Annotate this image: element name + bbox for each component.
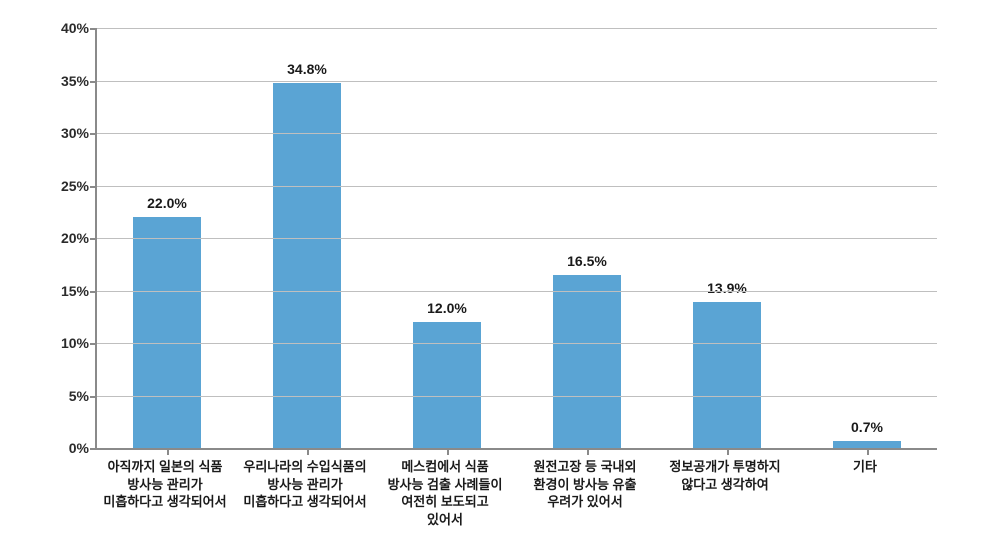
ytick-mark bbox=[90, 81, 97, 83]
ytick-label: 10% bbox=[61, 335, 89, 351]
ytick-label: 35% bbox=[61, 73, 89, 89]
ytick-label: 30% bbox=[61, 125, 89, 141]
bar-value-label: 34.8% bbox=[287, 61, 327, 77]
plot-area: 22.0%34.8%12.0%16.5%13.9%0.7% 0%5%10%15%… bbox=[95, 28, 937, 450]
bar-chart: 22.0% 34.8% 12.0% 16.5% 13.9% 0.7% 0% 5% 10% 15%… bbox=[0, 0, 984, 549]
gridline bbox=[97, 186, 937, 187]
ytick-mark bbox=[90, 133, 97, 135]
bar-value-label: 22.0% bbox=[147, 195, 187, 211]
bar-value-label: 0.7% bbox=[851, 419, 883, 435]
xtick-mark bbox=[167, 448, 169, 455]
x-axis-category-label: 원전고장 등 국내외환경이 방사능 유출우려가 있어서 bbox=[534, 458, 637, 511]
x-axis-category-label: 아직까지 일본의 식품방사능 관리가미흡하다고 생각되어서 bbox=[103, 458, 226, 511]
x-axis-category-label: 우리나라의 수입식품의방사능 관리가미흡하다고 생각되어서 bbox=[243, 458, 366, 511]
xtick-mark bbox=[307, 448, 309, 455]
ytick-mark bbox=[90, 186, 97, 188]
x-axis-category-label: 메스컴에서 식품방사능 검출 사례들이여전히 보도되고있어서 bbox=[388, 458, 503, 528]
ytick-mark bbox=[90, 343, 97, 345]
gridline bbox=[97, 28, 937, 29]
ytick-label: 5% bbox=[69, 388, 89, 404]
ytick-label: 20% bbox=[61, 230, 89, 246]
ytick-mark bbox=[90, 291, 97, 293]
ytick-label: 40% bbox=[61, 20, 89, 36]
bar: 12.0% bbox=[413, 322, 480, 448]
bar-value-label: 13.9% bbox=[707, 280, 747, 296]
gridline bbox=[97, 133, 937, 134]
ytick-label: 0% bbox=[69, 440, 89, 456]
gridline bbox=[97, 238, 937, 239]
ytick-label: 25% bbox=[61, 178, 89, 194]
xtick-mark bbox=[447, 448, 449, 455]
xtick-mark bbox=[587, 448, 589, 455]
xtick-mark bbox=[727, 448, 729, 455]
x-axis-category-label: 정보공개가 투명하지않다고 생각하여 bbox=[669, 458, 780, 493]
bar: 0.7% bbox=[833, 441, 900, 448]
gridline bbox=[97, 291, 937, 292]
x-axis-category-label: 기타 bbox=[853, 458, 877, 476]
ytick-mark bbox=[90, 448, 97, 450]
ytick-label: 15% bbox=[61, 283, 89, 299]
gridline bbox=[97, 396, 937, 397]
xtick-mark bbox=[867, 448, 869, 455]
ytick-mark bbox=[90, 396, 97, 398]
gridline bbox=[97, 343, 937, 344]
bar: 13.9% bbox=[693, 302, 760, 448]
bar: 16.5% bbox=[553, 275, 620, 448]
ytick-mark bbox=[90, 238, 97, 240]
ytick-mark bbox=[90, 28, 97, 30]
bar-value-label: 16.5% bbox=[567, 253, 607, 269]
bar: 34.8% bbox=[273, 83, 340, 448]
bar-value-label: 12.0% bbox=[427, 300, 467, 316]
gridline bbox=[97, 81, 937, 82]
bar: 22.0% bbox=[133, 217, 200, 448]
